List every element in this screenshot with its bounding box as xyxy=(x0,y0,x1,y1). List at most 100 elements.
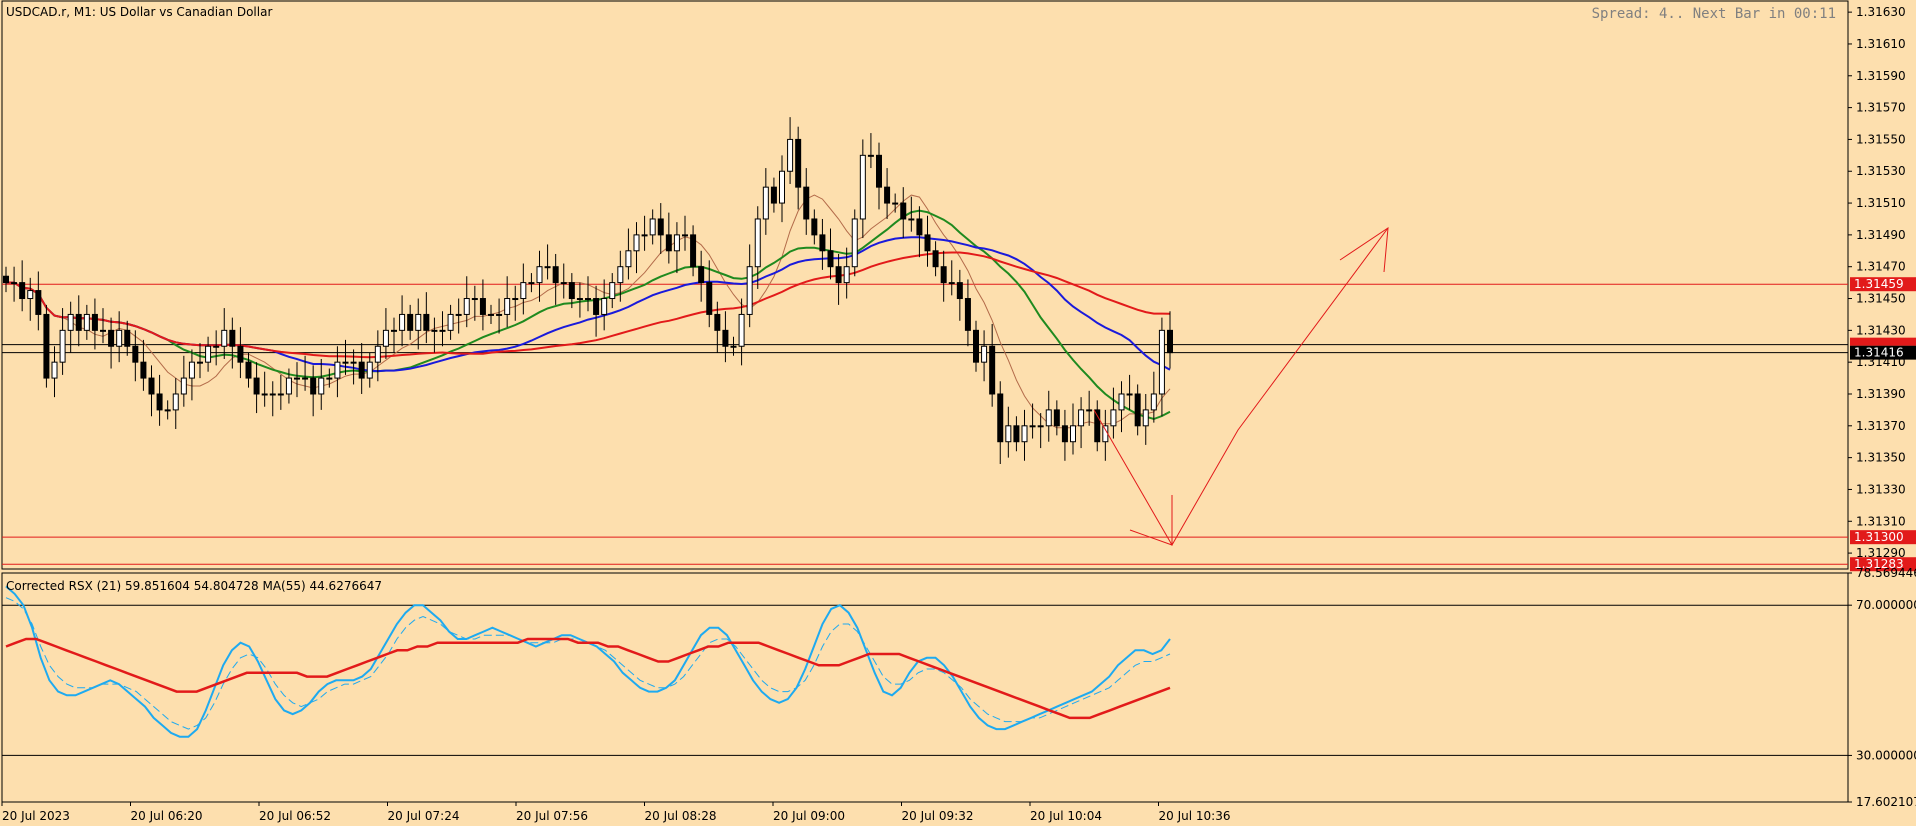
candle-body xyxy=(585,298,591,301)
spread-info: Spread: 4.. Next Bar in 00:11 xyxy=(1592,6,1836,22)
candle-body xyxy=(617,266,624,284)
candle-body xyxy=(851,218,858,268)
candle-body xyxy=(439,329,446,332)
candle-body xyxy=(350,361,357,364)
candle-body xyxy=(269,393,276,396)
price-level-value: 1.31300 xyxy=(1854,530,1904,544)
candle-body xyxy=(245,361,252,379)
rsx-series-line xyxy=(5,585,1171,738)
candle-body xyxy=(536,266,543,284)
candle-body xyxy=(156,393,163,411)
arrow-head-down xyxy=(1129,495,1173,546)
rsx-axis: 78.569446 70.000000 30.000000 17.602107 xyxy=(1848,566,1916,809)
price-tick-label: 1.31330 xyxy=(1856,482,1906,496)
time-tick-label: 20 Jul 07:56 xyxy=(516,809,588,823)
candle-body xyxy=(835,266,842,284)
price-level-tag xyxy=(1850,557,1916,572)
time-tick-label: 20 Jul 08:28 xyxy=(645,809,717,823)
candle-body xyxy=(318,377,325,395)
candle-body xyxy=(1094,409,1101,443)
candle-body xyxy=(75,313,82,331)
moving-average-line xyxy=(6,209,1171,421)
candle-body xyxy=(302,377,309,380)
candle-body xyxy=(334,361,341,379)
zigzag-arrow[interactable] xyxy=(1093,227,1389,547)
candle-body xyxy=(1118,393,1125,411)
candle-body xyxy=(124,329,131,347)
price-tick-label: 1.31630 xyxy=(1856,5,1906,19)
candle-body xyxy=(811,218,818,236)
rsx-pane[interactable]: 78.569446 70.000000 30.000000 17.602107 Cor… xyxy=(1,566,1916,809)
candle-body xyxy=(730,345,737,348)
candle-body xyxy=(463,298,470,315)
rsx-tick-label: 17.602107 xyxy=(1856,795,1916,809)
candle-body xyxy=(657,218,664,236)
candle-body xyxy=(391,329,397,332)
candle-body xyxy=(205,345,212,363)
candle-body xyxy=(956,282,963,300)
candle-body xyxy=(576,298,583,301)
candle-body xyxy=(787,138,794,172)
candle-body xyxy=(633,234,640,252)
candle-body xyxy=(1021,425,1028,443)
price-axis: 1.31630 1.31610 1.31590 1.31570 1.31550 1.315… xyxy=(1848,5,1916,572)
candle-body xyxy=(625,250,632,268)
price-level-tag xyxy=(1850,530,1916,545)
rsx-series-line xyxy=(5,637,1171,720)
price-tick-label: 1.31310 xyxy=(1856,514,1906,528)
candle-body xyxy=(180,377,187,395)
candle-body xyxy=(997,393,1004,443)
candle-body xyxy=(601,298,608,315)
candle-body xyxy=(762,186,769,220)
candle-body xyxy=(867,154,874,157)
candle-body xyxy=(229,329,236,347)
candle-body xyxy=(132,345,139,363)
candle-body xyxy=(51,361,58,379)
candle-body xyxy=(738,313,745,347)
candle-body xyxy=(544,266,551,269)
time-tick-label: 20 Jul 2023 xyxy=(2,809,70,823)
candle-body xyxy=(447,313,454,331)
candlesticks xyxy=(3,117,1173,464)
candle-body xyxy=(948,282,955,285)
price-level-value: 1.31416 xyxy=(1854,346,1904,360)
candle-body xyxy=(294,377,300,380)
candle-body xyxy=(528,282,535,285)
price-tick-label: 1.31350 xyxy=(1856,451,1906,465)
candle-body xyxy=(415,313,422,331)
candle-body xyxy=(358,361,365,379)
rsx-tick-label: 30.000000 xyxy=(1856,748,1916,762)
time-tick-label: 20 Jul 09:32 xyxy=(902,809,974,823)
candle-body xyxy=(819,234,826,252)
candle-body xyxy=(706,282,713,315)
trend-arrows[interactable] xyxy=(1093,227,1389,547)
price-level-value: 1.31459 xyxy=(1854,277,1904,291)
candle-body xyxy=(1013,425,1020,443)
price-level-value: 1.31283 xyxy=(1854,557,1904,571)
price-tick-label: 1.31530 xyxy=(1856,164,1906,178)
candle-body xyxy=(900,202,907,220)
candle-body xyxy=(1102,425,1109,443)
candle-body xyxy=(1029,425,1036,428)
candle-body xyxy=(140,361,147,379)
candle-body xyxy=(520,282,527,300)
candle-body xyxy=(197,361,203,364)
candle-body xyxy=(1167,329,1173,354)
candle-body xyxy=(310,377,317,395)
candle-body xyxy=(779,170,785,204)
candle-body xyxy=(552,266,559,284)
candle-body xyxy=(366,361,373,379)
price-tick-label: 1.31370 xyxy=(1856,419,1906,433)
candle-body xyxy=(698,266,705,284)
rsx-tick-label: 78.569446 xyxy=(1856,566,1916,580)
arrow-head-up xyxy=(1339,227,1389,273)
rsx-lines xyxy=(2,585,1848,756)
price-tick-label: 1.31470 xyxy=(1856,260,1906,274)
price-tick-label: 1.31490 xyxy=(1856,228,1906,242)
ask-tag xyxy=(1850,337,1916,346)
candle-body xyxy=(91,313,98,331)
time-tick-label: 20 Jul 07:24 xyxy=(388,809,460,823)
candle-body xyxy=(471,298,478,301)
price-pane[interactable]: 1.31630 1.31610 1.31590 1.31570 1.31550 1.315… xyxy=(1,0,1916,572)
